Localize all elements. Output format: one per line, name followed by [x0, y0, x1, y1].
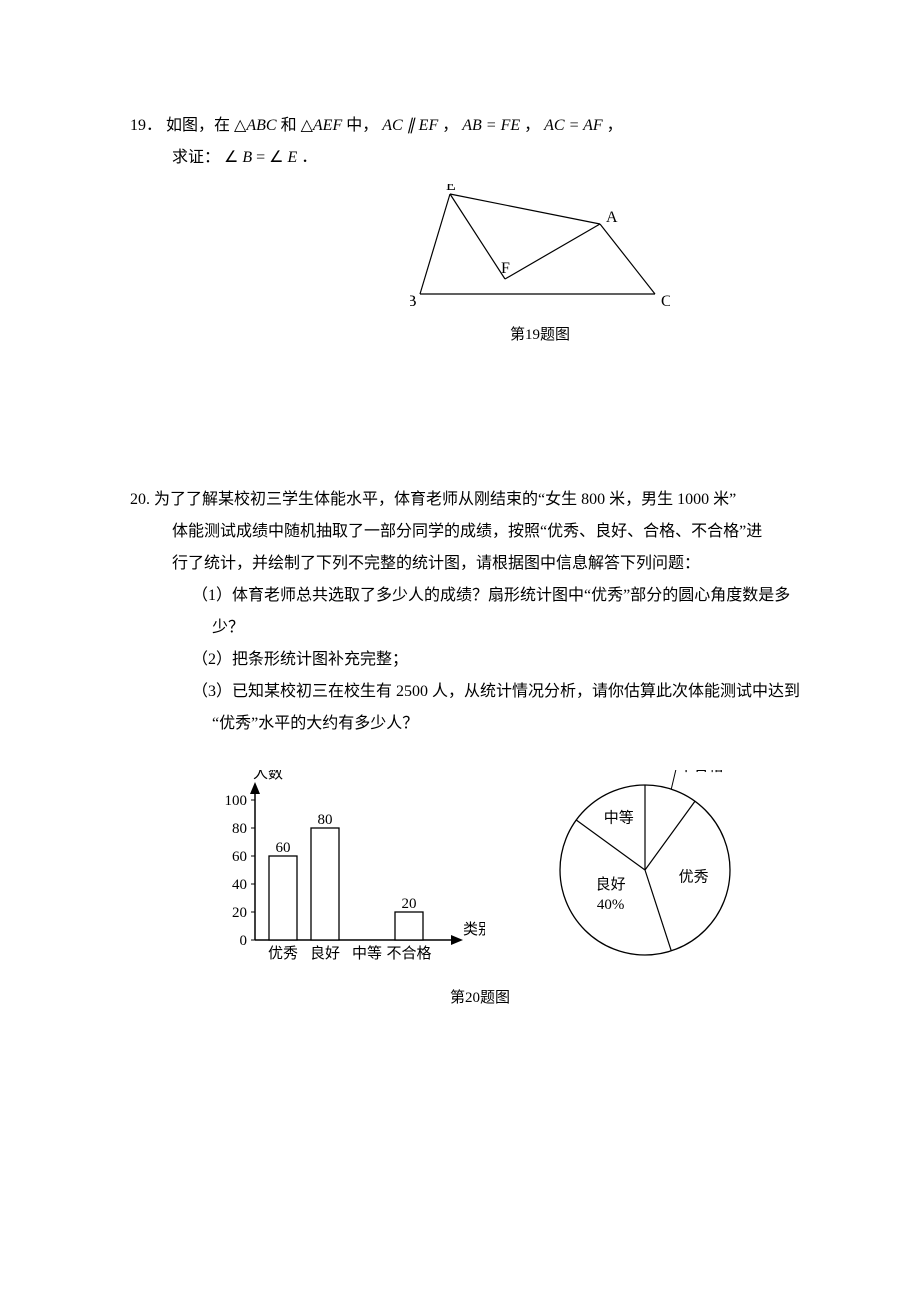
q19-text-b: 和: [281, 117, 301, 134]
svg-text:中等: 中等: [352, 944, 382, 962]
svg-text:80: 80: [232, 821, 247, 837]
problem-19: 19． 如图，在 △ABC 和 △AEF 中， AC ∥ EF ， AB = F…: [130, 110, 830, 344]
angle-1: ∠: [224, 149, 238, 166]
eq2: AC = AF: [544, 117, 603, 134]
svg-text:良好: 良好: [596, 876, 626, 893]
triangle-symbol-2: △: [301, 117, 313, 134]
figure-20: 020406080100人数类别60优秀80良好中等20不合格 良好40%中等不…: [130, 770, 830, 980]
svg-text:40: 40: [232, 877, 247, 893]
pie-chart: 良好 40% 中等 不合格优秀: [535, 770, 755, 970]
svg-text:20: 20: [232, 905, 247, 921]
eq1: AB = FE: [462, 117, 520, 134]
svg-text:不合格: 不合格: [679, 770, 724, 775]
abc: ABC: [246, 117, 276, 134]
q20-sub3b: “优秀”水平的大约有多少人？: [130, 708, 830, 740]
svg-text:A: A: [606, 209, 618, 226]
svg-text:100: 100: [225, 793, 248, 809]
q19-line1: 19． 如图，在 △ABC 和 △AEF 中， AC ∥ EF ， AB = F…: [130, 110, 830, 142]
q20-sub1b: 少？: [130, 612, 830, 644]
svg-text:优秀: 优秀: [679, 869, 709, 886]
figure-20-caption: 第20题图: [130, 986, 830, 1007]
q20-line2: 体能测试成绩中随机抽取了一部分同学的成绩，按照“优秀、良好、合格、不合格”进: [130, 516, 830, 548]
angle-b: B: [242, 149, 252, 166]
q19-prove: 求证：: [172, 149, 220, 166]
problem-20: 20. 为了了解某校初三学生体能水平，体育老师从刚结束的“女生 800 米，男生…: [130, 484, 830, 1007]
parallel: AC ∥ EF: [382, 117, 438, 134]
q20-para1: 为了了解某校初三学生体能水平，体育老师从刚结束的“女生 800 米，男生 100…: [154, 491, 736, 508]
svg-text:B: B: [410, 293, 417, 310]
svg-text:80: 80: [318, 812, 333, 828]
triangle-symbol-1: △: [234, 117, 246, 134]
q19-text-a: 如图，在: [166, 117, 230, 134]
svg-text:60: 60: [232, 849, 247, 865]
bar-chart: 0 20 40 60 80 100 人数类别 60 优秀 80 良好中等 20 不合格: [205, 770, 485, 980]
svg-text:40%: 40%: [597, 897, 625, 913]
aef: AEF: [313, 117, 342, 134]
q20-line1: 20. 为了了解某校初三学生体能水平，体育老师从刚结束的“女生 800 米，男生…: [130, 484, 830, 516]
q20-sub2: （2）把条形统计图补充完整；: [130, 644, 830, 676]
q20-sub1a: （1）体育老师总共选取了多少人的成绩？扇形统计图中“优秀”部分的圆心角度数是多: [130, 580, 830, 612]
q20-sub3a: （3）已知某校初三在校生有 2500 人，从统计情况分析，请你估算此次体能测试中…: [130, 676, 830, 708]
svg-text:不合格: 不合格: [386, 945, 431, 962]
svg-text:0: 0: [240, 933, 248, 949]
svg-text:人数: 人数: [253, 770, 283, 782]
figure-19: E A B F C 第19题图: [410, 184, 670, 344]
svg-text:优秀: 优秀: [268, 945, 298, 962]
svg-text:60: 60: [276, 840, 291, 856]
q20-number: 20.: [130, 491, 150, 508]
comma-1: ，: [442, 117, 458, 134]
svg-text:良好: 良好: [310, 945, 340, 962]
svg-text:类别: 类别: [463, 921, 485, 938]
period: ．: [301, 149, 317, 166]
eq-sign: =: [256, 149, 269, 166]
page: 19． 如图，在 △ABC 和 △AEF 中， AC ∥ EF ， AB = F…: [0, 0, 920, 1207]
svg-text:中等: 中等: [604, 808, 634, 826]
q20-line3: 行了统计，并绘制了下列不完整的统计图，请根据图中信息解答下列问题：: [130, 548, 830, 580]
q19-text-c: 中，: [346, 117, 378, 134]
svg-text:20: 20: [402, 896, 417, 912]
svg-text:F: F: [501, 260, 510, 277]
comma-2: ，: [524, 117, 540, 134]
triangle-diagram: E A B F C: [410, 184, 670, 314]
figure-19-caption: 第19题图: [410, 323, 670, 344]
comma-3: ，: [607, 117, 623, 134]
svg-text:C: C: [661, 293, 670, 310]
q19-number: 19．: [130, 117, 162, 134]
angle-2: ∠: [269, 149, 283, 166]
svg-text:E: E: [446, 184, 456, 194]
angle-e: E: [288, 149, 298, 166]
q19-line2: 求证： ∠ B = ∠ E ．: [130, 142, 830, 174]
